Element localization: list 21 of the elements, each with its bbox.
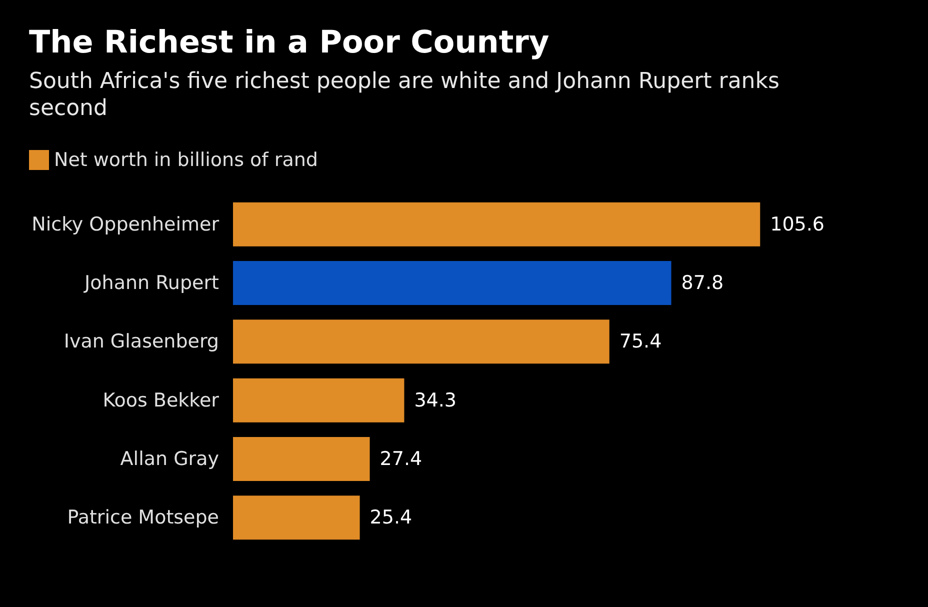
bar — [233, 437, 370, 481]
bar — [233, 320, 610, 364]
y-tick-label: Patrice Motsepe — [67, 506, 219, 529]
bar — [233, 261, 672, 305]
chart-title: The Richest in a Poor Country — [29, 24, 550, 60]
y-tick-label: Johann Rupert — [84, 272, 219, 294]
bar — [233, 378, 404, 422]
y-tick-label: Koos Bekker — [102, 389, 220, 412]
y-tick-label: Ivan Glasenberg — [64, 330, 219, 353]
bar — [233, 202, 760, 246]
chart-subtitle: South Africa's five richest people are white and Johann Rupert ranks second — [29, 69, 786, 121]
legend-label: Net worth in billions of rand — [54, 149, 318, 171]
data-label: 75.4 — [619, 330, 662, 353]
data-label: 87.8 — [681, 272, 724, 294]
y-tick-label: Allan Gray — [120, 448, 219, 470]
data-label: 27.4 — [380, 448, 422, 470]
data-label: 25.4 — [370, 506, 412, 529]
bar — [233, 496, 360, 540]
y-tick-label: Nicky Oppenheimer — [32, 213, 220, 236]
data-label: 34.3 — [414, 389, 457, 412]
data-label: 105.6 — [770, 213, 825, 236]
